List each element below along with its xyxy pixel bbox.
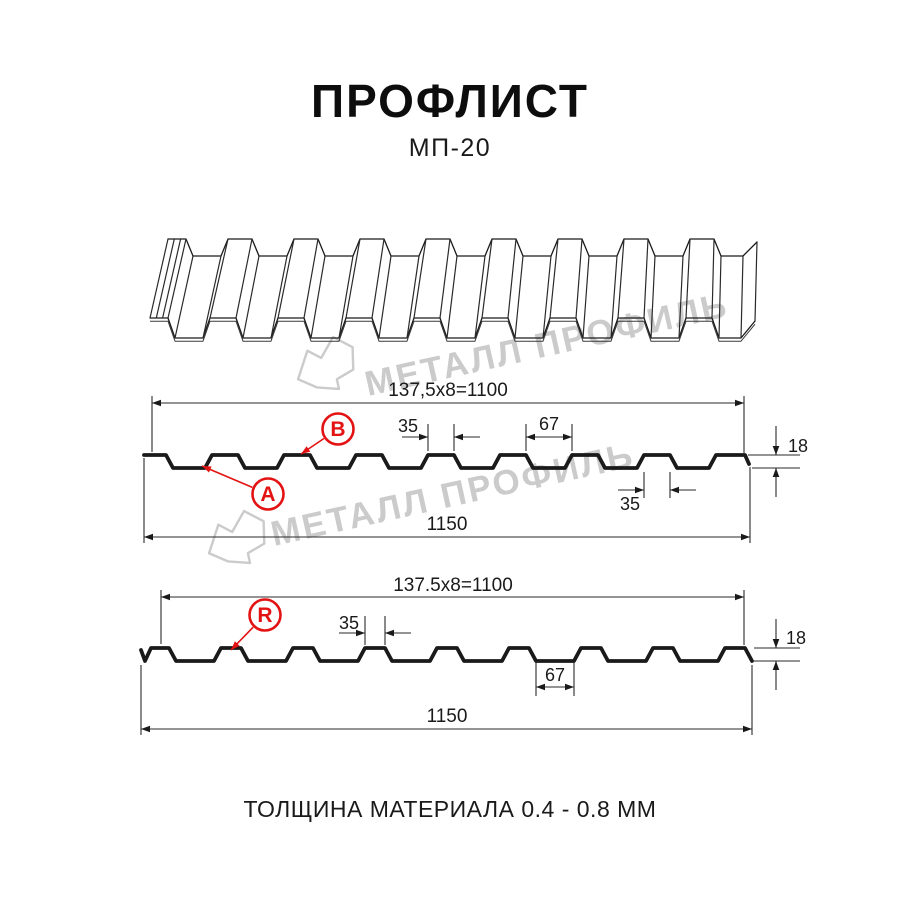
sheet-surface-line [507,238,517,319]
arrowhead [772,661,780,670]
arrowhead [161,593,170,601]
arrowhead [735,399,744,407]
callout-a-label: A [260,483,275,506]
watermark-upper: МЕТАЛЛ ПРОФИЛЬ [296,285,732,404]
cross-section-drawing-1: 137,5x8=1100 35 67 18 35 1150 B A [142,380,808,543]
arrowhead [635,486,644,494]
brand-logo-outline-icon [296,335,355,391]
arrowhead [670,486,679,494]
arrowhead [536,683,545,691]
dim-rib-top-label: 35 [339,613,359,633]
dim-flat-bottom-label: 67 [545,665,565,685]
dim-height-label: 18 [788,436,808,456]
isometric-sheet-drawing [149,238,758,342]
sheet-surface-line [338,255,354,339]
dim-coverage-label: 137.5x8=1100 [393,575,513,596]
sheet-surface-line [310,255,326,339]
sheet-surface-line [542,255,552,339]
arrowhead [772,446,780,455]
sheet-surface-line [371,238,385,319]
sheet-surface-line [740,255,744,339]
page-title: ПРОФЛИСТ [311,75,589,127]
sheet-surface-line [270,255,288,339]
arrowhead [231,641,240,650]
dim-valley-label: 67 [539,414,559,434]
sheet-surface-line [303,238,319,319]
sheet-surface-line [481,238,493,319]
sheet-surface-line [643,238,649,319]
arrowhead [772,639,780,648]
sheet-thickness-edge [150,320,756,342]
arrowhead [144,533,153,541]
sheet-surface-line [167,238,187,319]
callout-circle [321,412,355,446]
arrowhead [743,725,752,733]
sheet-edge-hatch-line [155,238,175,319]
sheet-surface-line [242,255,260,339]
sheet-edge-hatch-line [162,238,182,319]
sheet-surface-line [345,238,361,319]
sheet-far-edge [167,238,758,257]
sheet-surface-line [202,255,222,339]
callout-circle [248,598,282,632]
arrowhead [152,399,161,407]
arrowhead [385,629,394,637]
arrowhead [563,433,572,441]
sheet-surface-line [378,255,392,339]
arrowhead [565,683,574,691]
sheet-surface-line [413,238,427,319]
arrowhead [772,468,780,477]
sheet-surface-line [610,255,618,339]
arrowhead [419,433,428,441]
sheet-surface-line [209,238,229,319]
arrowhead [202,466,212,473]
sheet-surface-line [446,255,458,339]
profile-outline [142,453,751,470]
sheet-surface-line [718,255,722,339]
sheet-surface-line [149,238,169,319]
sheet-surface-line [678,255,684,339]
sheet-surface-line [575,238,583,319]
sheet-surface-line [235,238,253,319]
sheet-surface-line [549,238,559,319]
arrowhead [526,433,535,441]
profile-outline [139,646,754,663]
dim-full-width-label: 1150 [427,514,468,535]
arrowhead [454,433,463,441]
callout-leader-line [201,465,253,489]
sheet-surface-line [474,255,486,339]
sheet-surface-line [439,238,451,319]
sheet-surface-line [711,238,715,319]
callout-circle [251,477,285,511]
sheet-surface-line [277,238,295,319]
sheet-surface-line [617,238,625,319]
sheet-surface-line [514,255,524,339]
arrowhead [356,629,365,637]
brand-logo-outline-icon [207,509,266,565]
sheet-surface-line [174,255,194,339]
callout-r-label: R [257,604,272,627]
callout-b-label: B [330,418,345,441]
sheet-surface-line [685,238,691,319]
sheet-surface-line [650,255,656,339]
arrowhead [141,725,150,733]
dim-rib-top-label: 35 [398,416,418,436]
arrowhead [301,446,311,454]
dim-coverage-label: 137,5x8=1100 [388,380,508,401]
dim-rib-bottom-label: 35 [620,494,640,514]
arrowhead [735,593,744,601]
sheet-surface-line [582,255,590,339]
dim-full-width-label: 1150 [427,706,468,727]
material-thickness-note: ТОЛЩИНА МАТЕРИАЛА 0.4 - 0.8 ММ [243,796,657,822]
sheet-surface-line [406,255,420,339]
sheet-surface-line [754,241,758,322]
cross-section-drawing-2: 137.5x8=1100 35 67 18 1150 R [139,575,806,735]
page-subtitle: МП-20 [408,134,492,162]
arrowhead [741,533,750,541]
dim-height-label: 18 [786,628,806,648]
